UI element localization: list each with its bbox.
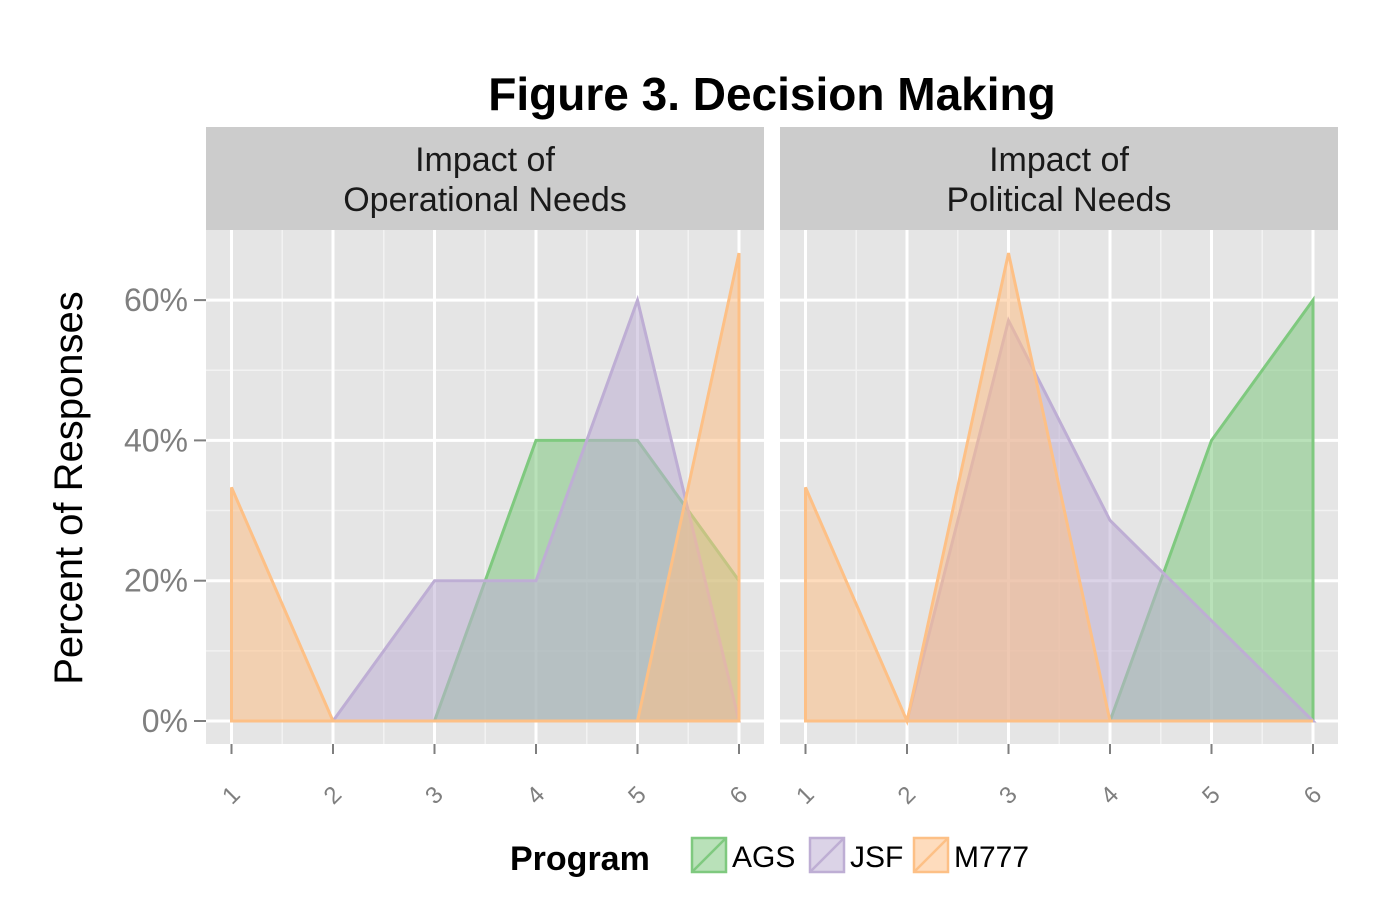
x-tick-label: 5 bbox=[623, 781, 652, 810]
legend-title: Program bbox=[510, 840, 650, 878]
y-axis-ticks: 0% 20% 40% 60% bbox=[124, 282, 206, 739]
y-tick-label: 20% bbox=[124, 563, 188, 599]
facet-strip-label: Operational Needs bbox=[343, 181, 627, 219]
area-m777 bbox=[230, 252, 741, 723]
facet-strip-label: Political Needs bbox=[947, 181, 1172, 219]
x-tick-label: 6 bbox=[725, 781, 754, 810]
x-tick-label: 6 bbox=[1299, 781, 1328, 810]
y-tick-label: 60% bbox=[124, 282, 188, 318]
x-tick-label: 2 bbox=[893, 781, 922, 810]
facet-strip-label: Impact of bbox=[415, 141, 555, 179]
legend-key-stroke bbox=[913, 837, 949, 873]
x-tick-label: 1 bbox=[791, 781, 820, 810]
x-tick-label: 1 bbox=[217, 781, 246, 810]
area-m777 bbox=[804, 252, 1313, 726]
y-tick-label: 40% bbox=[124, 422, 188, 458]
legend: Program AGS JSF M777 bbox=[510, 836, 1029, 878]
x-tick-label: 2 bbox=[319, 781, 348, 810]
legend-key-stroke bbox=[691, 837, 727, 873]
legend-label-jsf: JSF bbox=[850, 841, 903, 874]
facet-strip-label: Impact of bbox=[989, 141, 1129, 179]
y-tick-label: 0% bbox=[142, 703, 188, 739]
legend-key-stroke bbox=[809, 837, 845, 873]
legend-label-m777: M777 bbox=[954, 841, 1029, 874]
y-axis-label: Percent of Responses bbox=[47, 291, 91, 685]
x-tick-label: 5 bbox=[1197, 781, 1226, 810]
x-tick-label: 4 bbox=[522, 781, 551, 810]
x-tick-label: 3 bbox=[420, 781, 449, 810]
facet-strip bbox=[780, 127, 1338, 230]
chart-title: Figure 3. Decision Making bbox=[488, 68, 1055, 120]
facet-strip bbox=[206, 127, 764, 230]
legend-label-ags: AGS bbox=[732, 841, 795, 874]
legend-entries: AGS JSF M777 bbox=[690, 836, 1029, 874]
x-tick-label: 4 bbox=[1096, 781, 1125, 810]
x-tick-label: 3 bbox=[994, 781, 1023, 810]
